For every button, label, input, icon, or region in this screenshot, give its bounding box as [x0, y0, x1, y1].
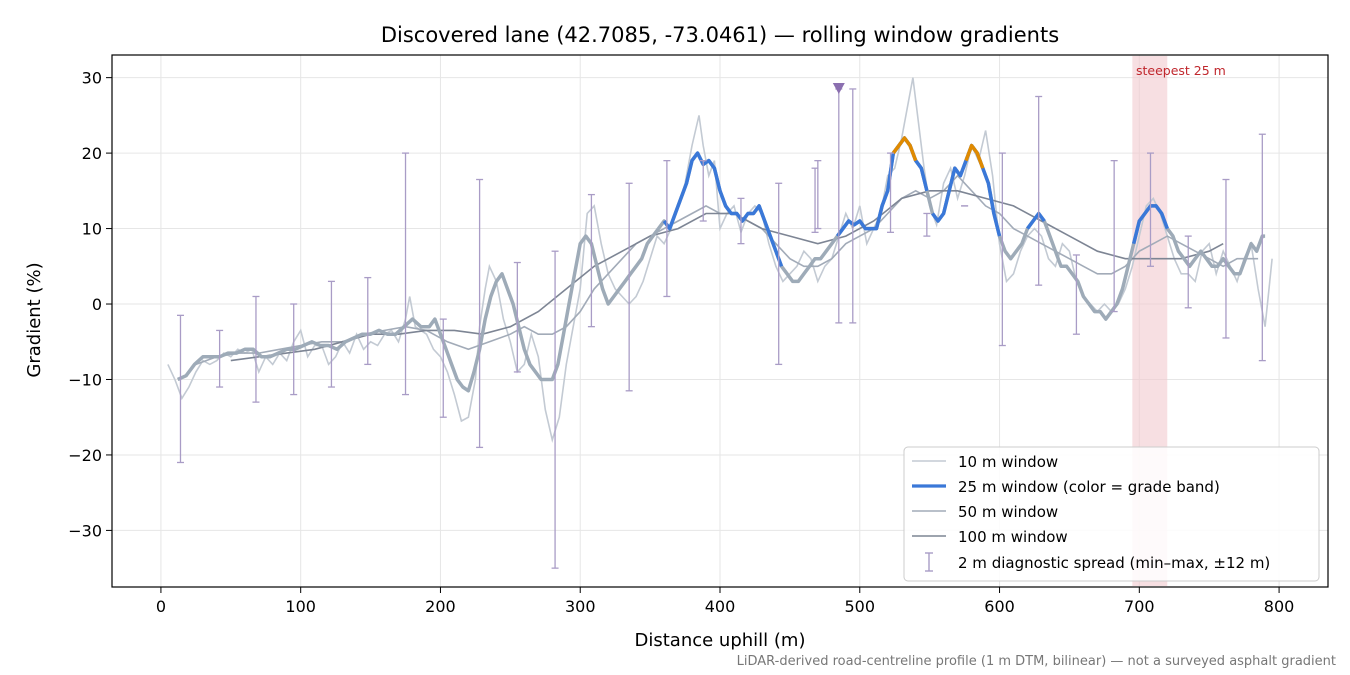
y-tick-label: 0 — [92, 295, 102, 314]
error-bar — [1184, 235, 1192, 309]
footer-note: LiDAR-derived road-centreline profile (1… — [737, 654, 1336, 669]
legend-label-50m: 50 m window — [958, 503, 1058, 521]
error-bars — [176, 88, 1266, 569]
x-axis-label: Distance uphill (m) — [635, 630, 806, 651]
error-bar — [887, 152, 895, 233]
series-line-25m — [176, 136, 1266, 393]
series-line-25m-grade-band — [718, 190, 784, 267]
legend-entry-100m: 100 m window — [912, 528, 1068, 546]
error-bar — [476, 178, 484, 449]
legend-entry-errorbar: 2 m diagnostic spread (min–max, ±12 m) — [925, 552, 1270, 572]
error-bar — [176, 314, 184, 464]
series-lines — [167, 77, 1273, 443]
series-line-25m-steep-band — [891, 136, 918, 162]
legend-entry-10m: 10 m window — [912, 453, 1058, 471]
error-bar — [327, 280, 335, 388]
legend-entry-50m: 50 m window — [912, 503, 1058, 521]
x-tick-label: 700 — [1124, 597, 1155, 616]
series-line-50m — [195, 174, 1259, 366]
error-bar — [775, 182, 783, 366]
error-bar — [699, 159, 707, 222]
error-bar — [998, 152, 1006, 347]
error-bar — [1035, 95, 1043, 286]
series-line-25m-steep-band — [964, 143, 985, 169]
peak-marker — [832, 82, 845, 94]
error-bar — [439, 318, 447, 418]
series-line-25m-grade-band — [1026, 211, 1046, 230]
error-bar — [814, 159, 822, 230]
y-axis-label: Gradient (%) — [24, 262, 45, 377]
x-tick-label: 600 — [984, 597, 1015, 616]
error-bar — [835, 88, 843, 324]
y-tick-label: −20 — [68, 446, 102, 465]
x-tick-label: 300 — [565, 597, 596, 616]
y-tick-label: −30 — [68, 521, 102, 540]
x-tick-label: 0 — [156, 597, 166, 616]
x-tick-label: 400 — [705, 597, 736, 616]
error-bar — [587, 193, 595, 328]
grid — [112, 55, 1328, 587]
x-tick-label: 200 — [425, 597, 456, 616]
error-bar — [402, 152, 410, 396]
y-tick-label: −10 — [68, 370, 102, 389]
legend-label-10m: 10 m window — [958, 453, 1058, 471]
axis-ticks: 0 100 200 300 400 500 600 700 8003020100−10−20−3… — [68, 69, 1294, 616]
x-tick-label: 500 — [844, 597, 875, 616]
error-bar — [290, 303, 298, 396]
x-tick-label: 100 — [285, 597, 316, 616]
error-bar — [513, 261, 521, 373]
error-bar — [849, 88, 857, 324]
legend-label-100m: 100 m window — [958, 528, 1068, 546]
error-bar — [1110, 159, 1118, 313]
error-bar — [1146, 152, 1154, 267]
y-tick-label: 30 — [82, 69, 102, 88]
y-tick-label: 10 — [82, 220, 102, 239]
legend-label-errorbar: 2 m diagnostic spread (min–max, ±12 m) — [958, 554, 1270, 572]
error-bar — [216, 329, 224, 388]
error-bar — [625, 182, 633, 392]
peak-triangle-marker — [832, 82, 845, 94]
error-bar — [737, 197, 745, 245]
legend-entry-25m: 25 m window (color = grade band) — [912, 478, 1220, 496]
error-bar — [923, 212, 931, 237]
steepest-band-label: steepest 25 m — [1136, 63, 1226, 78]
legend: 10 m window 25 m window (color = grade b… — [903, 446, 1320, 582]
error-bar — [252, 295, 260, 403]
legend-label-25m: 25 m window (color = grade band) — [958, 478, 1220, 496]
series-line-25m-grade-band — [662, 151, 722, 231]
error-bar — [551, 250, 559, 569]
y-tick-label: 20 — [82, 144, 102, 163]
error-bar — [663, 159, 671, 298]
error-bar — [364, 276, 372, 366]
x-tick-label: 800 — [1264, 597, 1295, 616]
error-bar — [1258, 133, 1266, 362]
chart-title: Discovered lane (42.7085, -73.0461) — ro… — [381, 23, 1059, 47]
error-bar — [1222, 178, 1230, 339]
error-bar — [1072, 254, 1080, 335]
